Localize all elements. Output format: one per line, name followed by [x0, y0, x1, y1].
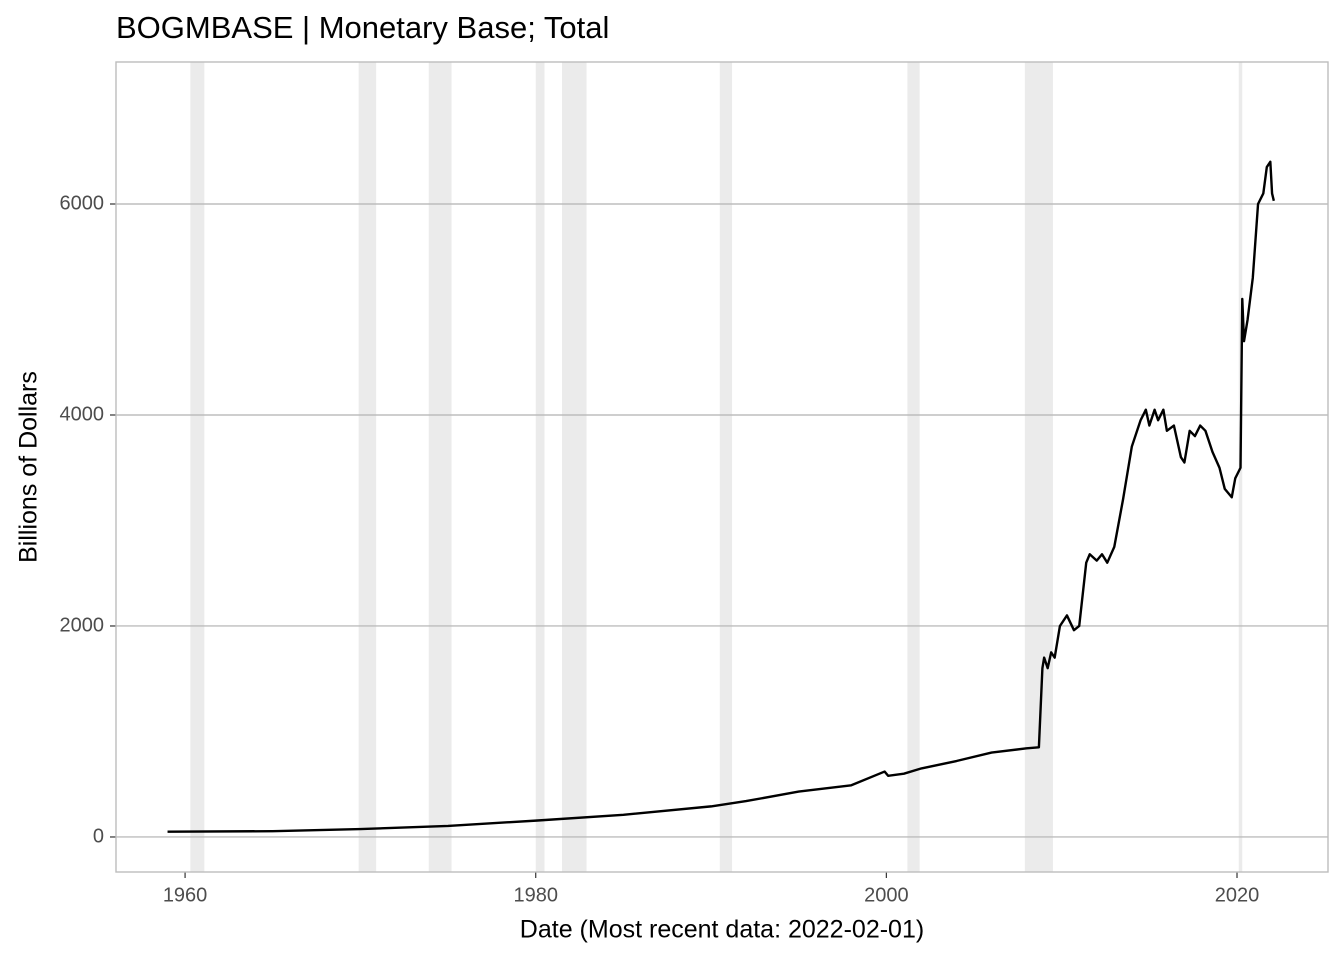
- recession-band: [535, 62, 545, 872]
- recession-band: [562, 62, 587, 872]
- data-line: [167, 160, 1275, 833]
- x-tick-label: 2020: [1215, 884, 1260, 906]
- panel-border: [115, 61, 1329, 873]
- chart-title: BOGMBASE | Monetary Base; Total: [116, 10, 609, 45]
- y-tick-label: 0: [93, 825, 104, 847]
- x-axis-title: Date (Most recent data: 2022-02-01): [520, 916, 924, 944]
- y-tick-label: 6000: [60, 192, 105, 214]
- recession-band: [190, 62, 205, 872]
- recession-band: [358, 62, 377, 872]
- recession-band: [907, 62, 920, 872]
- x-tick-label: 1980: [513, 884, 558, 906]
- x-tick-label: 2000: [864, 884, 909, 906]
- recession-band: [1024, 62, 1053, 872]
- x-tick-label: 1960: [163, 884, 208, 906]
- y-axis-title: Billions of Dollars: [15, 371, 43, 563]
- recession-band: [428, 62, 452, 872]
- recession-band: [719, 62, 733, 872]
- y-tick-label: 2000: [60, 614, 105, 636]
- y-tick-label: 4000: [60, 403, 105, 425]
